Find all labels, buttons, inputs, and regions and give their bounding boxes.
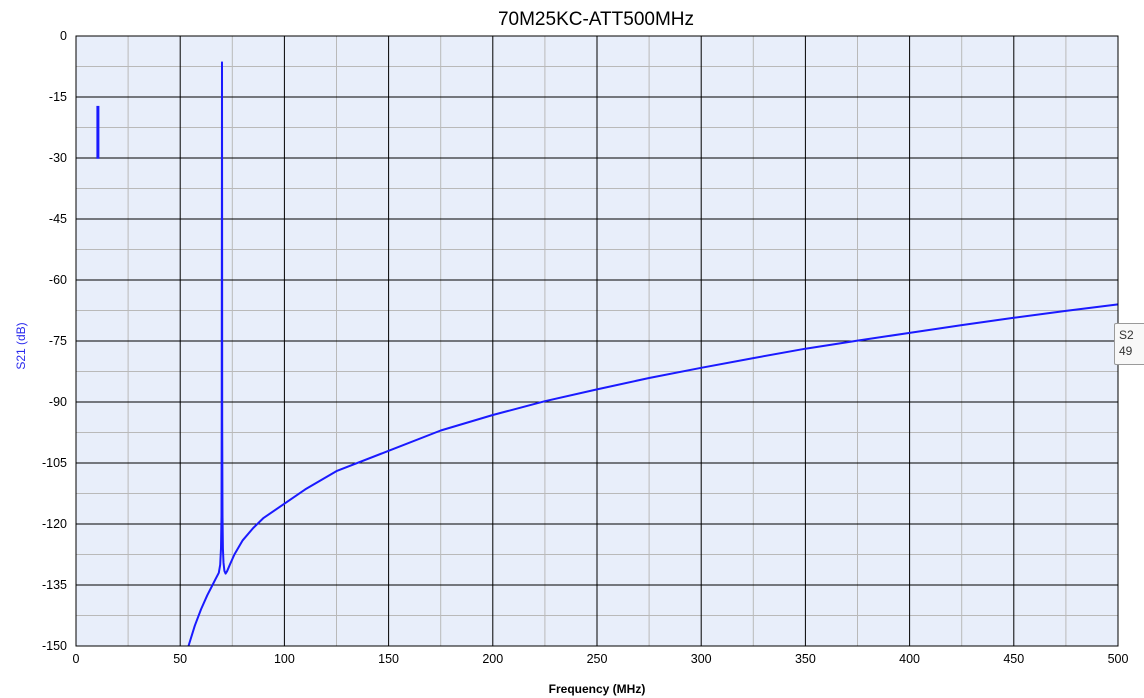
y-tick-label: -30 <box>49 151 67 165</box>
tooltip-line-1: S2 <box>1119 328 1134 342</box>
x-axis-label: Frequency (MHz) <box>549 682 646 696</box>
x-tick-label: 100 <box>274 652 295 666</box>
x-tick-labels: 0 50 100 150 200 250 300 350 400 450 500 <box>73 652 1129 666</box>
x-tick-label: 150 <box>378 652 399 666</box>
y-tick-label: 0 <box>60 29 67 43</box>
y-tick-label: -105 <box>42 456 67 470</box>
x-tick-label: 250 <box>587 652 608 666</box>
x-tick-label: 350 <box>795 652 816 666</box>
series-line-1 <box>187 61 1119 647</box>
x-tick-label: 300 <box>691 652 712 666</box>
x-tick-label: 400 <box>899 652 920 666</box>
y-tick-label: -150 <box>42 639 67 653</box>
x-tick-label: 0 <box>73 652 80 666</box>
y-tick-label: -60 <box>49 273 67 287</box>
y-tick-label: -90 <box>49 395 67 409</box>
series-group <box>96 61 1119 647</box>
x-tick-label: 500 <box>1108 652 1129 666</box>
y-tick-labels: 0 -15 -30 -45 -60 -75 -90 -105 -120 -135 -150 <box>42 29 67 653</box>
chart-title: 70M25KC-ATT500MHz <box>498 9 694 30</box>
y-axis-label: S21 (dB) <box>14 322 28 369</box>
y-tick-label: -45 <box>49 212 67 226</box>
y-tick-label: -75 <box>49 334 67 348</box>
x-tick-label: 50 <box>173 652 187 666</box>
y-tick-label: -15 <box>49 90 67 104</box>
tooltip-line-2: 49 <box>1119 344 1133 358</box>
x-tick-label: 450 <box>1003 652 1024 666</box>
y-tick-label: -120 <box>42 517 67 531</box>
x-tick-label: 200 <box>482 652 503 666</box>
data-tooltip: S2 49 <box>1114 323 1144 365</box>
y-tick-label: -135 <box>42 578 67 592</box>
